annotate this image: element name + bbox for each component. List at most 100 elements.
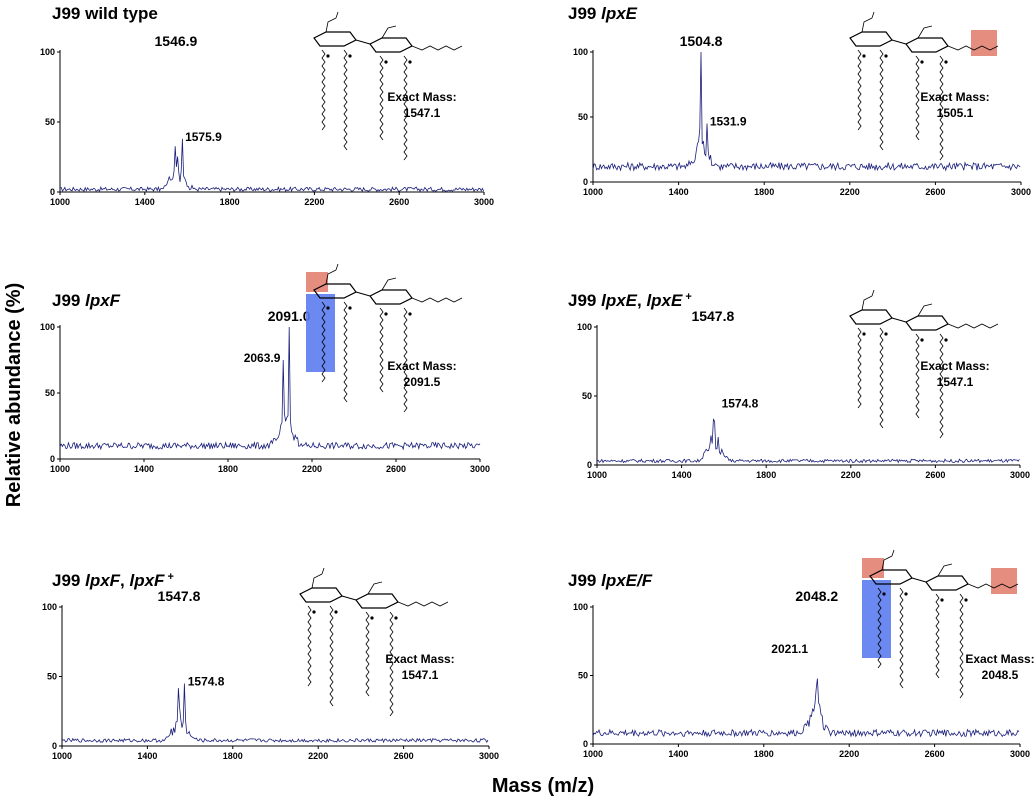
exact-mass-value: 2048.5 xyxy=(982,668,1019,682)
minor-peak-label: 1575.9 xyxy=(185,130,222,144)
x-tick-label: 1000 xyxy=(50,197,70,207)
lipid-a-structure xyxy=(849,289,999,439)
ring-linker xyxy=(367,581,383,595)
panel-title-strain: J99 xyxy=(52,4,85,23)
chain-stereocenter xyxy=(884,332,888,336)
acyl-chain-3 xyxy=(365,611,370,697)
sugar-ring-1 xyxy=(849,309,893,325)
spectrum-panel-3: J99 lpxF 1000 1400 1800 2200 2600 3000 0 50 100 20… xyxy=(40,263,490,474)
hydroxymethyl xyxy=(861,11,875,33)
panel-title: J99 lpxE/F xyxy=(568,571,653,590)
panel-title-mutant: lpxF xyxy=(85,291,121,310)
panel-title-mutant: wild type xyxy=(84,4,158,23)
hydroxymethyl xyxy=(311,567,325,589)
chain-stereocenter xyxy=(326,306,330,310)
x-tick-label: 1400 xyxy=(669,187,689,197)
spectrum-trace xyxy=(59,138,484,193)
hydroxymethyl xyxy=(881,549,895,571)
panel-title-plus: + xyxy=(167,571,173,583)
x-tick-label: 1000 xyxy=(583,749,603,759)
y-tick-label: 50 xyxy=(582,391,592,401)
panel-title-strain: J99 xyxy=(568,4,601,23)
ring-linker xyxy=(937,563,953,577)
x-tick-label: 1800 xyxy=(754,187,774,197)
exact-mass-label: Exact Mass: xyxy=(920,90,989,104)
exact-mass-label: Exact Mass: xyxy=(965,652,1034,666)
panel-title: J99 lpxF, lpxF + xyxy=(52,571,174,590)
exact-mass-label: Exact Mass: xyxy=(920,359,989,373)
acyl-chain-2 xyxy=(879,49,884,151)
exact-mass-label: Exact Mass: xyxy=(385,652,454,666)
y-tick-label: 100 xyxy=(40,322,55,332)
ring-linker xyxy=(381,25,397,39)
acyl-chain-4 xyxy=(403,307,408,413)
chain-stereocenter xyxy=(920,60,924,64)
spectrum-panel-5: J99 lpxF, lpxF +1000 1400 1800 2200 2600 30000… xyxy=(42,567,499,761)
x-tick-label: 2200 xyxy=(304,197,324,207)
y-tick-label: 100 xyxy=(40,47,55,57)
panel-title: J99 lpxF xyxy=(52,291,121,310)
x-tick-label: 3000 xyxy=(1010,749,1030,759)
exact-mass-value: 1547.1 xyxy=(937,375,974,389)
exact-mass-value: 2091.5 xyxy=(404,375,441,389)
chain-stereocenter xyxy=(862,54,866,58)
chain-stereocenter xyxy=(334,610,338,614)
chain-stereocenter xyxy=(408,60,412,64)
chain-stereocenter xyxy=(348,54,352,58)
major-peak-label: 2048.2 xyxy=(795,588,838,604)
x-tick-label: 1800 xyxy=(754,749,774,759)
exact-mass-value: 1547.1 xyxy=(402,668,439,682)
sugar-ring-2 xyxy=(905,315,949,331)
chain-stereocenter xyxy=(348,306,352,310)
chain-stereocenter xyxy=(394,616,398,620)
x-tick-label: 3000 xyxy=(470,464,490,474)
major-peak-label: 1547.8 xyxy=(691,308,734,324)
chain-stereocenter xyxy=(384,60,388,64)
sugar-ring-1 xyxy=(313,31,357,47)
chain-stereocenter xyxy=(882,592,886,596)
x-tick-label: 2600 xyxy=(394,751,414,761)
x-tick-label: 2600 xyxy=(389,197,409,207)
spectrum-trace xyxy=(61,683,489,744)
x-tick-label: 2200 xyxy=(302,464,322,474)
glycosidic-bond xyxy=(891,317,907,323)
glycosidic-bond xyxy=(355,291,371,297)
x-tick-label: 1400 xyxy=(135,197,155,207)
acyl-chain-3 xyxy=(915,333,920,419)
x-tick-label: 1000 xyxy=(587,470,607,480)
x-tick-label: 1400 xyxy=(134,464,154,474)
acyl-chain-4 xyxy=(389,611,394,717)
acyl-chain-2 xyxy=(343,49,348,151)
sugar-ring-2 xyxy=(905,37,949,53)
lipid-a-structure xyxy=(849,11,999,161)
chain-stereocenter xyxy=(408,312,412,316)
panel-title-mutant: lpxE xyxy=(601,291,638,310)
y-tick-label: 0 xyxy=(587,460,592,470)
panel-title-mutant: lpxF xyxy=(85,571,121,590)
sugar-ring-1 xyxy=(849,31,893,47)
y-tick-label: 0 xyxy=(583,177,588,187)
acyl-chain-1 xyxy=(321,301,326,383)
acyl-chain-highlight xyxy=(862,580,891,658)
panel-title-mutant: lpxE xyxy=(601,4,638,23)
x-tick-label: 2200 xyxy=(839,749,859,759)
x-tick-label: 2200 xyxy=(840,187,860,197)
y-tick-label: 100 xyxy=(573,602,588,612)
x-tick-label: 1800 xyxy=(218,464,238,474)
x-tick-label: 1000 xyxy=(52,751,72,761)
acyl-chain-2 xyxy=(879,327,884,429)
phosphate-highlight xyxy=(862,558,884,578)
acyl-chain-3 xyxy=(915,55,920,141)
acyl-chain-1 xyxy=(857,327,862,409)
phosphate-tail xyxy=(411,45,463,51)
sugar-ring-2 xyxy=(925,575,969,591)
minor-peak-label: 2063.9 xyxy=(244,351,281,365)
acyl-chain-4 xyxy=(959,593,964,699)
panel-title-separator: , xyxy=(637,291,646,310)
minor-peak-label: 1574.8 xyxy=(722,397,759,411)
chain-stereocenter xyxy=(944,338,948,342)
spectrum-trace xyxy=(592,678,1020,738)
right-phosphate-highlight xyxy=(971,30,997,56)
y-tick-label: 0 xyxy=(50,187,55,197)
spectrum-trace xyxy=(596,418,1020,464)
